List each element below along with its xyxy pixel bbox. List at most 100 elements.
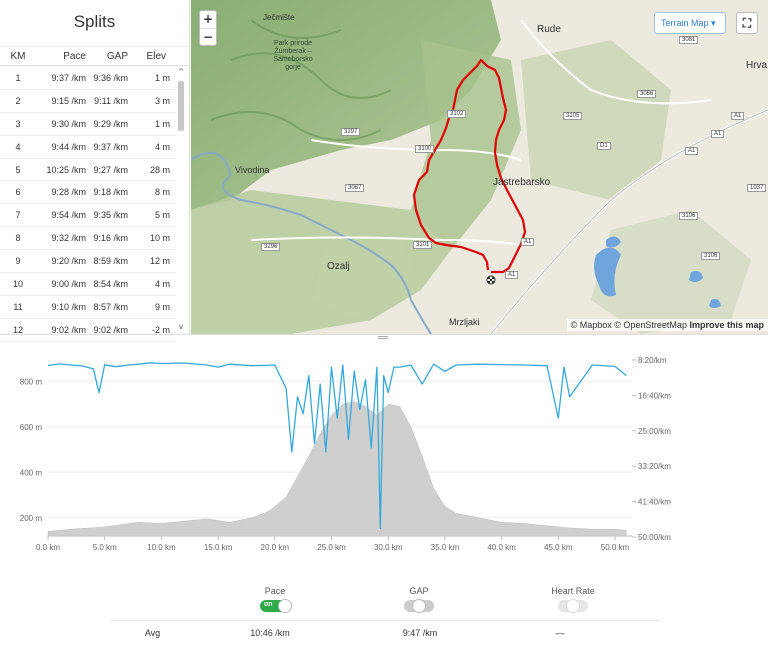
route-map[interactable]: Ječmište Park prirode Žumberak – Samobor… xyxy=(191,0,768,334)
split-row[interactable]: 4 9:44 /km 9:37 /km 4 m xyxy=(0,136,176,159)
gap-toggle-switch[interactable] xyxy=(404,599,434,613)
y-right-tick-label: 41:40/km xyxy=(638,498,671,507)
split-row[interactable]: 12 9:02 /km 9:02 /km -2 m xyxy=(0,319,176,342)
split-gap: 9:18 /km xyxy=(93,187,128,198)
split-row[interactable]: 3 9:30 /km 9:29 /km 1 m xyxy=(0,113,176,136)
x-tick-label: 10.0 km xyxy=(147,543,176,552)
road-shield: 3100 xyxy=(415,145,435,153)
split-km: 1 xyxy=(15,72,21,83)
gap-toggle-label: GAP xyxy=(409,586,429,596)
split-row[interactable]: 5 10:25 /km 9:27 /km 28 m xyxy=(0,159,176,182)
y-right-tick-label: 16:40/km xyxy=(638,391,671,400)
split-elev: 9 m xyxy=(154,301,170,312)
x-tick-label: 50.0 km xyxy=(601,543,630,552)
zoom-in-button[interactable]: + xyxy=(202,12,214,26)
scroll-up-icon[interactable]: ^ xyxy=(177,67,185,76)
map-terrain xyxy=(191,0,768,334)
col-header-km: KM xyxy=(10,50,26,62)
split-row[interactable]: 10 9:00 /km 8:54 /km 4 m xyxy=(0,273,176,296)
split-pace: 9:28 /km xyxy=(51,187,86,198)
scroll-thumb[interactable] xyxy=(178,81,184,131)
pace-line xyxy=(47,362,627,530)
split-elev: 28 m xyxy=(149,164,170,175)
split-row[interactable]: 9 9:20 /km 8:59 /km 12 m xyxy=(0,250,176,274)
y-right-tick-label: 25:00/km xyxy=(638,427,671,436)
split-pace: 9:02 /km xyxy=(51,324,86,335)
map-layer-dropdown[interactable]: Terrain Map ▾ xyxy=(654,12,726,34)
road-shield: 3101 xyxy=(413,241,433,249)
split-gap: 8:54 /km xyxy=(93,278,128,289)
split-km: 4 xyxy=(15,141,21,152)
split-km: 9 xyxy=(15,256,21,267)
road-shield: 3105 xyxy=(563,112,583,120)
scroll-down-icon[interactable]: v xyxy=(178,322,184,331)
y-right-axis: 8:20/km 16:40/km 25:00/km 33:20/km 41:40/km 5… xyxy=(632,356,671,542)
x-tick-label: 5.0 km xyxy=(93,543,117,552)
map-label-jecmiste: Ječmište xyxy=(263,13,295,22)
road-shield: A1 xyxy=(505,271,519,279)
x-tick-label: 20.0 km xyxy=(261,543,290,552)
x-tick-label: 45.0 km xyxy=(544,543,573,552)
pace-toggle-switch[interactable]: on xyxy=(260,599,292,613)
map-label-mrzljaki: Mrzljaki xyxy=(449,317,480,327)
road-shield: A1 xyxy=(711,130,725,138)
x-tick-label: 0.0 km xyxy=(36,543,60,552)
road-shield: 3106 xyxy=(701,252,721,260)
split-pace: 9:32 /km xyxy=(51,233,86,244)
road-shield: 3081 xyxy=(679,36,699,44)
y-left-tick-label: 200 m xyxy=(20,514,43,523)
x-axis: 0.0 km 5.0 km 10.0 km 15.0 km 20.0 km 25.0 km… xyxy=(36,535,632,552)
pace-toggle-label: Pace xyxy=(264,586,286,596)
fullscreen-icon[interactable]: ⛶ xyxy=(736,12,758,34)
heart-rate-toggle-label: Heart Rate xyxy=(551,586,595,596)
zoom-out-button[interactable]: − xyxy=(200,28,216,45)
split-elev: 1 m xyxy=(154,72,170,83)
split-km: 8 xyxy=(15,233,21,244)
x-tick-label: 35.0 km xyxy=(431,543,460,552)
splits-scrollbar[interactable]: ^ v xyxy=(176,67,186,331)
map-label-jastrebarsko: Jastrebarsko xyxy=(493,177,551,188)
split-elev: 4 m xyxy=(154,278,170,289)
split-gap: 9:37 /km xyxy=(93,141,128,152)
y-right-tick-label: 8:20/km xyxy=(638,356,667,365)
x-tick-label: 15.0 km xyxy=(204,543,233,552)
split-row[interactable]: 7 9:54 /km 9:35 /km 5 m xyxy=(0,204,176,228)
map-label-rude: Rude xyxy=(537,24,561,35)
summary-pace: 10:46 /km xyxy=(250,627,290,638)
split-gap: 9:16 /km xyxy=(93,233,128,244)
elevation-pace-chart[interactable]: 800 m 600 m 400 m 200 m 8:20/km 16:40/km 25:0… xyxy=(0,340,768,560)
map-label-vivodina: Vivodina xyxy=(235,165,270,175)
improve-map-link[interactable]: Improve this map xyxy=(689,320,764,330)
splits-table[interactable]: 1 9:37 /km 9:36 /km 1 m 2 9:15 /km 9:11 /km 3 m… xyxy=(0,67,176,342)
split-elev: 3 m xyxy=(154,95,170,106)
toggle-knob xyxy=(278,599,292,613)
road-shield: A1 xyxy=(731,112,745,120)
split-km: 11 xyxy=(13,301,23,312)
split-gap: 9:02 /km xyxy=(93,324,128,335)
summary-gap: 9:47 /km xyxy=(402,627,438,638)
splits-panel: Splits KM Pace GAP Elev 1 9:37 /km 9:36 /k… xyxy=(0,0,190,342)
split-row[interactable]: 8 9:32 /km 9:16 /km 10 m xyxy=(0,227,176,251)
y-right-tick-label: 33:20/km xyxy=(638,462,671,471)
summary-label: Avg xyxy=(144,627,161,638)
split-elev: 5 m xyxy=(154,210,170,221)
grip-icon[interactable] xyxy=(378,336,388,339)
toggle-knob xyxy=(412,599,426,613)
split-row[interactable]: 1 9:37 /km 9:36 /km 1 m xyxy=(0,67,176,90)
road-shield: 3106 xyxy=(679,212,699,220)
toggle-knob xyxy=(566,599,580,613)
split-elev: 12 m xyxy=(149,256,170,267)
splits-header: KM Pace GAP Elev xyxy=(0,46,189,66)
split-km: 12 xyxy=(12,324,23,335)
panel-resize-handle[interactable] xyxy=(0,334,768,340)
heart-rate-toggle-switch[interactable] xyxy=(558,599,588,613)
split-row[interactable]: 6 9:28 /km 9:18 /km 8 m xyxy=(0,181,176,205)
split-row[interactable]: 11 9:10 /km 8:57 /km 9 m xyxy=(0,296,176,319)
x-tick-label: 30.0 km xyxy=(374,543,403,552)
y-left-tick-label: 800 m xyxy=(20,377,43,386)
road-shield: D1 xyxy=(597,142,611,150)
split-pace: 9:15 /km xyxy=(51,95,86,106)
split-row[interactable]: 2 9:15 /km 9:11 /km 3 m xyxy=(0,90,176,113)
attribution-text[interactable]: © Mapbox © OpenStreetMap xyxy=(570,320,687,330)
split-elev: 10 m xyxy=(149,233,170,244)
